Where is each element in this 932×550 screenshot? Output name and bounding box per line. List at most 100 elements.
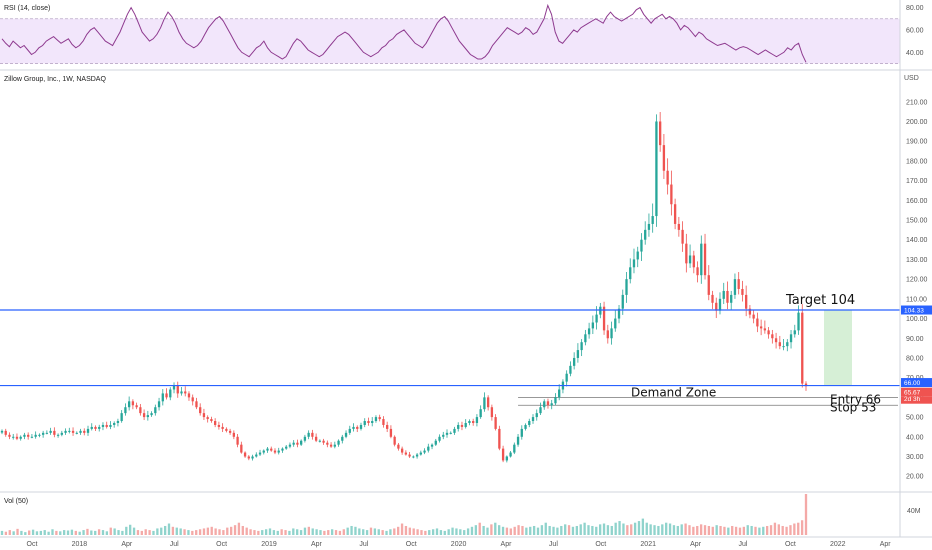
entry-annotation[interactable]: Entry 66 [830, 392, 881, 406]
volume-bar [210, 526, 213, 535]
time-axis-label: Jul [170, 541, 179, 548]
volume-bar [319, 530, 322, 535]
volume-bar [637, 521, 641, 535]
volume-bar [583, 522, 586, 535]
target-annotation[interactable]: Target 104 [785, 293, 855, 308]
volume-bar [105, 531, 109, 535]
candle-body [329, 444, 333, 447]
candle-body [558, 389, 561, 398]
price-tick-label: 200.00 [906, 119, 928, 126]
volume-bar [39, 530, 42, 535]
volume-bar [62, 530, 66, 535]
candle-body [640, 239, 643, 252]
candle-body [793, 330, 796, 335]
volume-bar [727, 527, 730, 535]
candle-body [326, 442, 329, 445]
volume-bar [152, 530, 155, 535]
candle-body [333, 444, 336, 447]
candle-body [419, 452, 422, 455]
volume-bar [459, 529, 462, 535]
volume-bar [490, 524, 493, 535]
volume-bar [455, 528, 458, 535]
candle-body [30, 436, 34, 438]
volume-bar [711, 526, 714, 535]
candle-body [449, 432, 452, 434]
candle-body [322, 440, 325, 443]
candle-body [23, 434, 26, 437]
candle-body [617, 308, 621, 319]
price-panel[interactable]: 210.00 200.00 190.00 180.00 170.00 160.00 150.… [0, 75, 932, 481]
time-axis-label: Jul [739, 541, 748, 548]
volume-bar [498, 525, 501, 535]
candle-body [565, 373, 568, 382]
candle-body [288, 444, 292, 447]
candle-body [587, 328, 591, 335]
candle-body [520, 428, 523, 437]
volume-bar [59, 531, 62, 535]
volume-bar [132, 527, 136, 535]
volume-bar [94, 530, 97, 535]
bar-countdown-text: 2d 3h [904, 396, 921, 403]
volume-bar [117, 530, 120, 535]
candle-body [393, 436, 396, 445]
candle-body [127, 401, 131, 408]
candle-body [363, 421, 366, 425]
candle-body [176, 385, 179, 394]
price-tick-label: 50.00 [906, 415, 924, 422]
volume-bar [334, 530, 338, 535]
candle-body [535, 413, 538, 418]
candle-body [662, 145, 666, 171]
target-zone[interactable] [824, 310, 852, 386]
stop-annotation[interactable]: Stop 53 [830, 400, 876, 414]
candle-body [576, 350, 580, 358]
volume-bar [451, 527, 454, 535]
time-axis-label: Oct [27, 541, 38, 548]
candle-body [262, 450, 265, 453]
time-axis[interactable]: Oct 2018 Apr Jul Oct 2019 Apr Jul Oct 2020 Apr Jul O… [27, 541, 892, 548]
volume-bar [261, 530, 264, 535]
candle-body [60, 432, 63, 435]
candle-body [232, 432, 236, 437]
candle-body [202, 413, 206, 418]
time-axis-label: 2021 [640, 541, 656, 548]
volume-bar [140, 530, 143, 535]
volume-bar [719, 525, 722, 535]
candle-body [737, 279, 740, 289]
volume-bar [272, 530, 276, 535]
candle-body [382, 419, 385, 425]
volume-bar [606, 525, 610, 535]
candle-body [644, 229, 647, 240]
candle-body [658, 121, 662, 146]
candle-body [655, 121, 658, 217]
volume-bar [676, 525, 679, 535]
volume-bar [602, 523, 606, 535]
candle-body [251, 456, 254, 459]
candle-body [681, 229, 684, 244]
price-tick-label: 140.00 [906, 237, 928, 244]
volume-bar [66, 530, 70, 535]
candle-body [670, 184, 673, 205]
volume-bar [327, 530, 330, 535]
demand-zone-annotation[interactable]: Demand Zone [631, 385, 716, 399]
candle-body [154, 407, 157, 414]
time-axis-label: Apr [311, 541, 323, 548]
candle-body [397, 444, 400, 449]
volume-bar [288, 530, 291, 535]
volume-bar [684, 523, 687, 535]
volume-bar [307, 526, 310, 535]
candle-body [771, 334, 774, 339]
price-tick-label: 20.00 [906, 474, 924, 481]
candle-body [38, 434, 41, 436]
candle-body [711, 294, 714, 303]
volume-bar [12, 531, 15, 535]
volume-bar [773, 522, 777, 535]
volume-bar [358, 528, 361, 535]
candle-body [445, 432, 449, 435]
volume-bar [653, 525, 656, 535]
volume-bar [758, 527, 761, 535]
volume-bar [738, 527, 742, 535]
candle-body [169, 389, 172, 398]
volume-bar [4, 531, 8, 535]
volume-bar [447, 529, 450, 535]
